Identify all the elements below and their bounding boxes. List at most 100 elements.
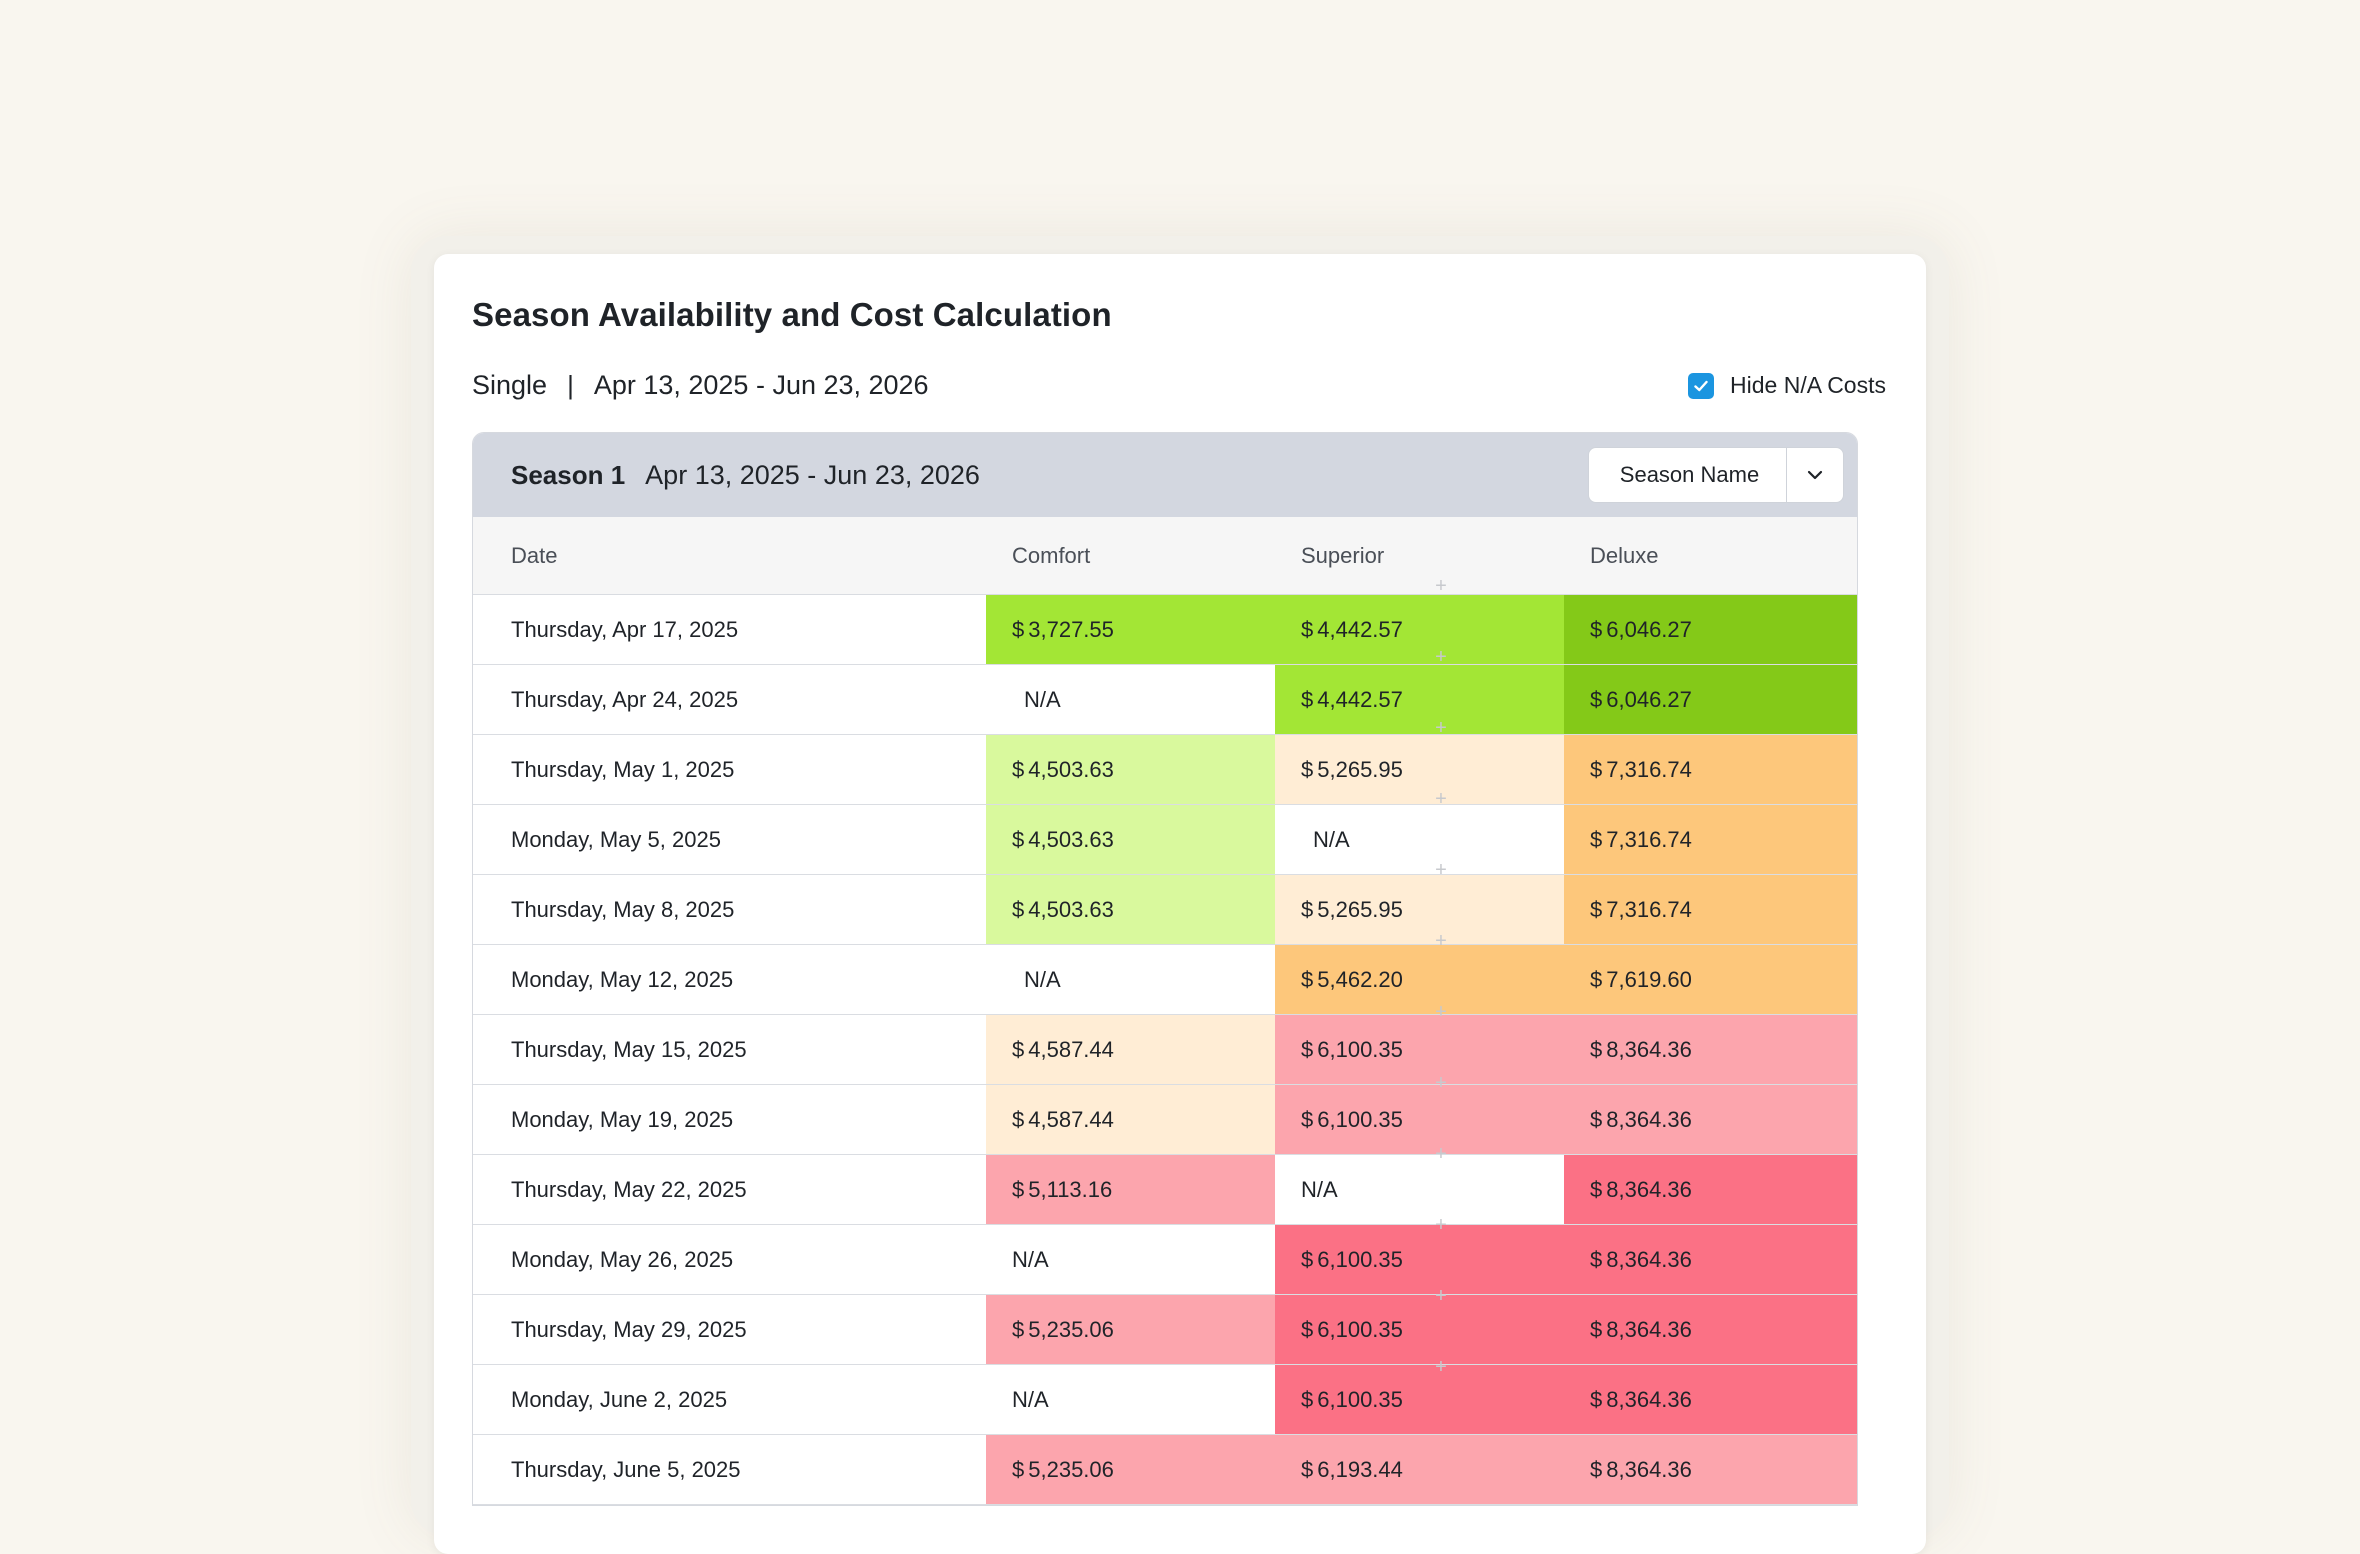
currency-symbol: $	[1301, 896, 1314, 922]
currency-symbol: $	[1590, 1316, 1603, 1342]
currency-symbol: $	[1590, 1106, 1603, 1132]
currency-symbol: $	[1012, 1036, 1025, 1062]
date-cell: Thursday, May 8, 2025	[473, 874, 986, 945]
price-value: N/A	[1012, 1386, 1049, 1412]
currency-symbol: $	[1590, 896, 1603, 922]
plus-icon[interactable]: +	[1435, 788, 1447, 810]
price-value: 8,364.36	[1606, 1456, 1692, 1482]
superior-price-cell: $4,442.57	[1275, 594, 1564, 665]
season-label: Season 1	[511, 459, 626, 490]
column-header-comfort: Comfort	[986, 517, 1275, 595]
currency-symbol: $	[1012, 1456, 1025, 1482]
currency-symbol: $	[1590, 1036, 1603, 1062]
superior-price-cell: N/A	[1275, 1154, 1564, 1225]
hide-na-toggle[interactable]: Hide N/A Costs	[1688, 372, 1886, 399]
chevron-down-icon	[1807, 470, 1823, 480]
price-value: 4,503.63	[1028, 826, 1114, 852]
superior-price-cell: $5,265.95	[1275, 874, 1564, 945]
check-icon	[1694, 380, 1708, 391]
price-value: 4,503.63	[1028, 896, 1114, 922]
date-cell: Thursday, June 5, 2025	[473, 1434, 986, 1505]
table-row: Thursday, May 1, 2025 $4,503.63 $5,265.95 $…	[473, 734, 1857, 805]
comfort-price-cell: $4,587.44	[986, 1014, 1275, 1085]
currency-symbol: $	[1590, 686, 1603, 712]
deluxe-price-cell: $8,364.36	[1564, 1084, 1857, 1155]
table-row: Monday, May 19, 2025 $4,587.44 $6,100.35 $8…	[473, 1084, 1857, 1155]
date-cell: Thursday, Apr 17, 2025	[473, 594, 986, 665]
deluxe-price-cell: $8,364.36	[1564, 1434, 1857, 1505]
currency-symbol: $	[1301, 616, 1314, 642]
currency-symbol: $	[1590, 1176, 1603, 1202]
plus-icon[interactable]: +	[1435, 1001, 1447, 1023]
hide-na-checkbox[interactable]	[1688, 372, 1715, 399]
date-cell: Thursday, Apr 24, 2025	[473, 664, 986, 735]
price-value: N/A	[1012, 1246, 1049, 1272]
hide-na-label: Hide N/A Costs	[1730, 372, 1886, 398]
deluxe-price-cell: $6,046.27	[1564, 594, 1857, 665]
currency-symbol: $	[1301, 966, 1314, 992]
comfort-price-cell: $3,727.55	[986, 594, 1275, 665]
currency-symbol: $	[1301, 756, 1314, 782]
currency-symbol: $	[1301, 1456, 1314, 1482]
currency-symbol: $	[1590, 616, 1603, 642]
plus-icon[interactable]: +	[1435, 1285, 1447, 1307]
price-value: N/A	[1301, 1176, 1338, 1202]
date-range: Apr 13, 2025 - Jun 23, 2026	[593, 370, 929, 400]
table-header-row: Date Comfort Superior Deluxe	[473, 517, 1857, 595]
price-value: 6,046.27	[1606, 686, 1692, 712]
currency-symbol: $	[1012, 1316, 1025, 1342]
date-cell: Monday, June 2, 2025	[473, 1364, 986, 1435]
currency-symbol: $	[1590, 1386, 1603, 1412]
currency-symbol: $	[1590, 966, 1603, 992]
deluxe-price-cell: $6,046.27	[1564, 664, 1857, 735]
column-header-date: Date	[473, 517, 986, 595]
season-select-toggle[interactable]	[1786, 448, 1843, 502]
price-value: 8,364.36	[1606, 1036, 1692, 1062]
table-row: Monday, May 5, 2025 $4,503.63 N/A $7,316.74	[473, 804, 1857, 875]
table-body: Thursday, Apr 17, 2025 $3,727.55 $4,442.57…	[473, 594, 1857, 1505]
page-title: Season Availability and Cost Calculation	[472, 296, 1112, 333]
deluxe-price-cell: $7,316.74	[1564, 874, 1857, 945]
currency-symbol: $	[1012, 756, 1025, 782]
superior-price-cell: N/A	[1275, 804, 1564, 875]
plus-icon[interactable]: +	[1435, 930, 1447, 952]
superior-price-cell: $5,265.95	[1275, 734, 1564, 805]
season-range: Apr 13, 2025 - Jun 23, 2026	[645, 459, 980, 490]
price-value: 6,100.35	[1317, 1386, 1403, 1412]
deluxe-price-cell: $7,619.60	[1564, 944, 1857, 1015]
price-value: 4,587.44	[1028, 1036, 1114, 1062]
date-cell: Thursday, May 1, 2025	[473, 734, 986, 805]
price-value: 6,193.44	[1317, 1456, 1403, 1482]
plus-icon[interactable]: +	[1435, 1072, 1447, 1094]
comfort-price-cell: $5,235.06	[986, 1294, 1275, 1365]
currency-symbol: $	[1012, 826, 1025, 852]
plus-icon[interactable]: +	[1435, 1356, 1447, 1378]
price-value: 5,265.95	[1317, 756, 1403, 782]
currency-symbol: $	[1301, 686, 1314, 712]
comfort-price-cell: $4,503.63	[986, 734, 1275, 805]
price-value: 5,235.06	[1028, 1456, 1114, 1482]
date-cell: Thursday, May 15, 2025	[473, 1014, 986, 1085]
deluxe-price-cell: $8,364.36	[1564, 1224, 1857, 1295]
plus-icon[interactable]: +	[1435, 646, 1447, 668]
table-row: Monday, May 12, 2025 N/A $5,462.20 $7,619.6…	[473, 944, 1857, 1015]
summary-line: Single | Apr 13, 2025 - Jun 23, 2026	[472, 370, 929, 401]
plus-icon[interactable]: +	[1435, 859, 1447, 881]
superior-price-cell: $5,462.20	[1275, 944, 1564, 1015]
date-cell: Thursday, May 22, 2025	[473, 1154, 986, 1225]
plus-icon[interactable]: +	[1435, 1143, 1447, 1165]
price-value: 6,100.35	[1317, 1316, 1403, 1342]
currency-symbol: $	[1012, 1106, 1025, 1132]
comfort-price-cell: $5,235.06	[986, 1434, 1275, 1505]
currency-symbol: $	[1012, 896, 1025, 922]
currency-symbol: $	[1301, 1036, 1314, 1062]
date-cell: Monday, May 5, 2025	[473, 804, 986, 875]
plus-icon[interactable]: +	[1435, 575, 1447, 597]
season-header: Season 1 Apr 13, 2025 - Jun 23, 2026 Sea…	[473, 433, 1857, 517]
table-row: Thursday, May 22, 2025 $5,113.16 N/A $8,364…	[473, 1154, 1857, 1225]
currency-symbol: $	[1301, 1316, 1314, 1342]
plus-icon[interactable]: +	[1435, 717, 1447, 739]
plus-icon[interactable]: +	[1435, 1214, 1447, 1236]
table-row: Thursday, May 8, 2025 $4,503.63 $5,265.95 $…	[473, 874, 1857, 945]
season-name-select[interactable]: Season Name	[1588, 447, 1844, 503]
